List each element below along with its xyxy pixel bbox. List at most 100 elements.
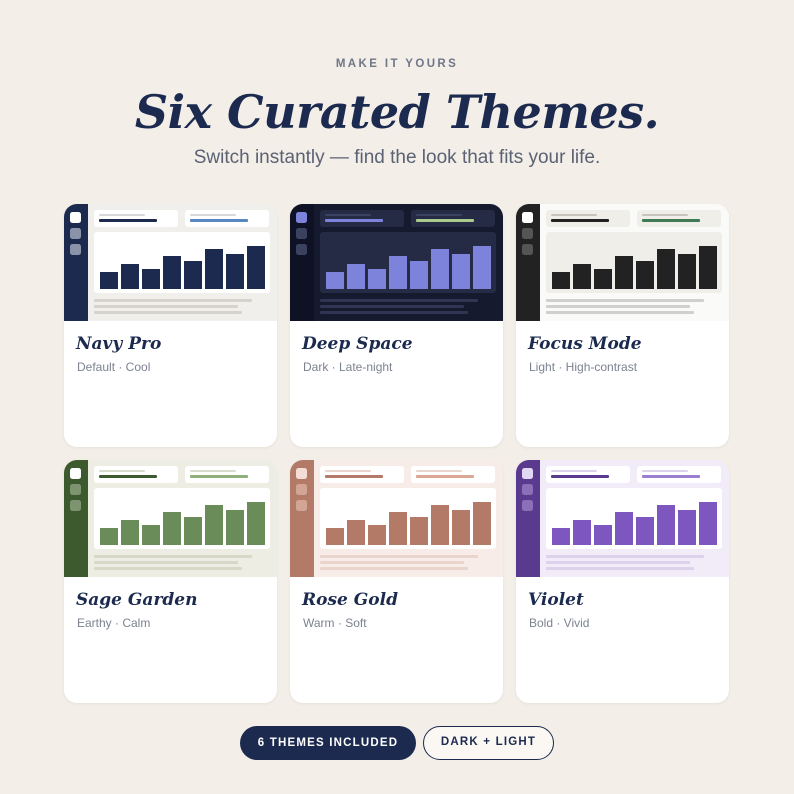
- sidebar-nav-icon: [296, 228, 307, 239]
- text-line: [94, 567, 242, 570]
- chart-bar: [636, 517, 654, 545]
- stat-pill: [411, 210, 495, 227]
- text-line: [94, 305, 238, 308]
- chart-bar: [657, 249, 675, 289]
- theme-name: Sage Garden: [76, 590, 198, 610]
- sidebar-nav-icon: [70, 484, 81, 495]
- preview-sidebar: [290, 204, 314, 321]
- chart-bar: [573, 520, 591, 545]
- stat-pill-accent: [99, 475, 157, 478]
- chart-bar: [452, 510, 470, 545]
- chart-bar: [552, 528, 570, 545]
- stat-pill-accent: [416, 219, 474, 222]
- stat-pill-line: [99, 214, 145, 216]
- chart-bar: [326, 528, 344, 545]
- theme-name: Focus Mode: [528, 334, 642, 354]
- stat-pill-accent: [416, 475, 474, 478]
- chart-panel: [546, 232, 722, 293]
- stat-pill-line: [642, 470, 688, 472]
- stat-pill-line: [551, 214, 597, 216]
- sidebar-nav-icon: [522, 244, 533, 255]
- chart-bar: [100, 272, 118, 289]
- stat-pill: [94, 466, 178, 483]
- theme-card[interactable]: Focus Mode Light · High-contrast: [516, 204, 729, 447]
- sidebar-nav-icon: [70, 212, 81, 223]
- sidebar-nav-icon: [522, 228, 533, 239]
- stat-pill: [320, 210, 404, 227]
- chart-bar: [410, 261, 428, 289]
- subtitle: Switch instantly — find the look that fi…: [193, 147, 601, 168]
- text-line: [94, 561, 238, 564]
- chart-bar: [347, 520, 365, 545]
- text-line: [320, 305, 464, 308]
- theme-name: Deep Space: [302, 334, 413, 354]
- chart-bar: [615, 512, 633, 545]
- chart-bar: [678, 254, 696, 289]
- theme-name: Navy Pro: [76, 334, 162, 354]
- theme-name: Rose Gold: [302, 590, 398, 610]
- chart-bar: [389, 512, 407, 545]
- text-line: [320, 561, 464, 564]
- chart-bar: [100, 528, 118, 545]
- sidebar-nav-icon: [70, 468, 81, 479]
- theme-preview: [290, 204, 503, 321]
- stat-pill-line: [325, 214, 371, 216]
- stat-pill-accent: [325, 475, 383, 478]
- preview-sidebar: [64, 204, 88, 321]
- theme-description: Light · High-contrast: [529, 360, 638, 374]
- text-line: [546, 299, 704, 302]
- stat-pill-accent: [190, 219, 248, 222]
- theme-preview: [516, 204, 729, 321]
- preview-sidebar: [516, 460, 540, 577]
- stat-pill-line: [551, 470, 597, 472]
- sidebar-nav-icon: [296, 484, 307, 495]
- chart-bar: [121, 264, 139, 289]
- chart-bar: [573, 264, 591, 289]
- theme-card[interactable]: Violet Bold · Vivid: [516, 460, 729, 703]
- theme-description: Bold · Vivid: [529, 616, 590, 630]
- chart-bar: [699, 246, 717, 289]
- chart-bar: [142, 269, 160, 289]
- theme-card[interactable]: Deep Space Dark · Late-night: [290, 204, 503, 447]
- stat-pill-accent: [551, 219, 609, 222]
- chart-panel: [94, 488, 270, 549]
- stat-pill-line: [416, 470, 462, 472]
- theme-card[interactable]: Sage Garden Earthy · Calm: [64, 460, 277, 703]
- stat-pill: [411, 466, 495, 483]
- themes-included-badge: 6 THEMES INCLUDED: [240, 726, 416, 760]
- stat-pill-line: [99, 470, 145, 472]
- text-line: [94, 299, 252, 302]
- theme-card[interactable]: Rose Gold Warm · Soft: [290, 460, 503, 703]
- chart-bar: [699, 502, 717, 545]
- chart-panel: [320, 232, 496, 293]
- chart-bar: [347, 264, 365, 289]
- chart-bar: [678, 510, 696, 545]
- sidebar-nav-icon: [296, 500, 307, 511]
- chart-bar: [184, 261, 202, 289]
- sidebar-nav-icon: [70, 244, 81, 255]
- chart-bar: [594, 525, 612, 545]
- stat-pill: [185, 466, 269, 483]
- chart-bar: [410, 517, 428, 545]
- text-line: [320, 299, 478, 302]
- sidebar-nav-icon: [522, 212, 533, 223]
- theme-description: Default · Cool: [77, 360, 151, 374]
- chart-bar: [247, 502, 265, 545]
- text-line: [320, 555, 478, 558]
- chart-bar: [473, 246, 491, 289]
- theme-description: Dark · Late-night: [303, 360, 393, 374]
- theme-name: Violet: [528, 590, 584, 610]
- text-line: [546, 561, 690, 564]
- stat-pill: [185, 210, 269, 227]
- chart-bar: [142, 525, 160, 545]
- stat-pill: [320, 466, 404, 483]
- chart-bar: [163, 512, 181, 545]
- theme-card[interactable]: Navy Pro Default · Cool: [64, 204, 277, 447]
- chart-panel: [320, 488, 496, 549]
- stat-pill: [546, 466, 630, 483]
- chart-bar: [184, 517, 202, 545]
- chart-bar: [205, 249, 223, 289]
- stat-pill-line: [416, 214, 462, 216]
- preview-sidebar: [290, 460, 314, 577]
- stat-pill-line: [325, 470, 371, 472]
